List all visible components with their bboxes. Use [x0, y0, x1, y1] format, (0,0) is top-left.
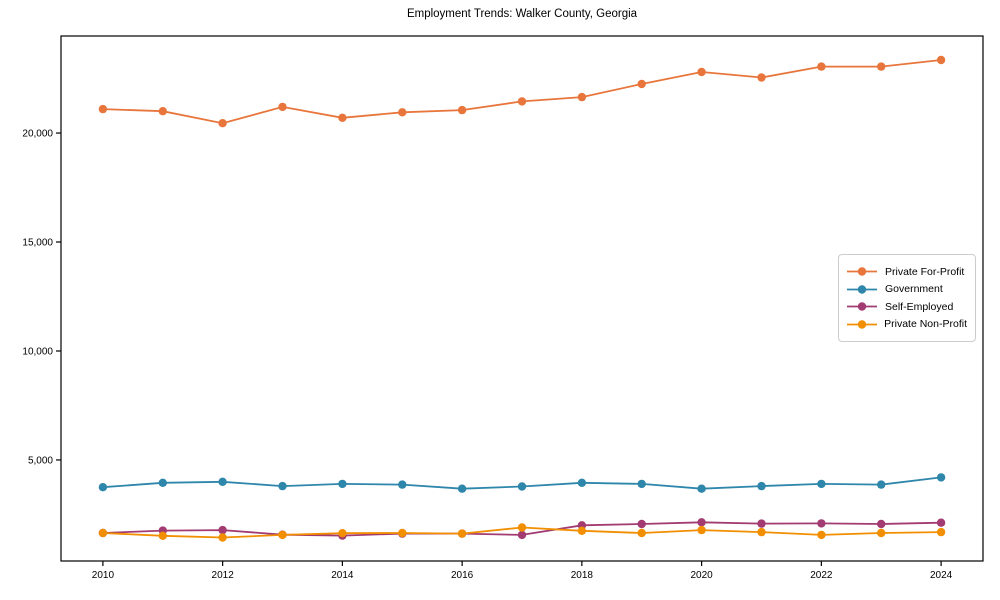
legend-label-self-employed: Self-Employed — [885, 300, 954, 313]
marker-private-non-profit-2012 — [218, 533, 227, 542]
marker-private-non-profit-2022 — [817, 530, 826, 540]
marker-private-non-profit-2011 — [158, 531, 167, 540]
legend-label-private-non-profit: Private Non-Profit — [884, 318, 967, 331]
x-axis-tick-label: 2016 — [451, 570, 474, 581]
legend-line-marker-icon — [847, 320, 877, 329]
marker-private-for-profit-2020 — [697, 67, 706, 77]
y-axis-tick-label: 15,000 — [22, 238, 53, 249]
x-axis-tick-label: 2018 — [571, 570, 594, 581]
legend-line-marker-icon — [847, 302, 877, 312]
x-axis-tick-label: 2014 — [331, 570, 354, 581]
marker-government-2017 — [517, 482, 527, 491]
marker-private-for-profit-2015 — [398, 108, 407, 117]
chart-title: Employment Trends: Walker County, Georgi… — [406, 8, 638, 20]
marker-government-2013 — [278, 481, 287, 491]
marker-self-employed-2024 — [936, 518, 946, 527]
marker-self-employed-2022 — [817, 519, 826, 528]
marker-government-2016 — [457, 484, 467, 493]
marker-private-non-profit-2019 — [637, 528, 646, 538]
marker-private-for-profit-2024 — [936, 55, 946, 65]
line-private-for-profit — [102, 59, 942, 125]
legend-item-self-employed: Self-Employed — [846, 299, 967, 314]
marker-private-for-profit-2010 — [98, 104, 108, 114]
x-axis-tick-label: 2024 — [930, 570, 953, 581]
marker-self-employed-2020 — [697, 518, 706, 527]
marker-government-2023 — [877, 480, 886, 489]
x-axis-tick-label: 2022 — [810, 570, 833, 581]
marker-private-non-profit-2015 — [398, 528, 407, 538]
marker-self-employed-2023 — [877, 519, 886, 529]
marker-private-for-profit-2018 — [577, 92, 587, 102]
legend-line-marker-icon — [847, 284, 877, 294]
marker-private-non-profit-2024 — [936, 527, 946, 537]
marker-government-2012 — [218, 477, 227, 486]
marker-government-2020 — [697, 484, 706, 493]
x-axis-tick-label: 2020 — [690, 570, 713, 581]
marker-government-2014 — [338, 479, 347, 489]
marker-government-2010 — [98, 483, 108, 492]
marker-private-for-profit-2016 — [457, 105, 467, 115]
marker-self-employed-2012 — [218, 525, 227, 535]
marker-private-non-profit-2023 — [877, 528, 886, 538]
marker-self-employed-2021 — [757, 519, 766, 528]
marker-private-for-profit-2011 — [158, 107, 167, 116]
y-axis-tick-label: 10,000 — [22, 346, 53, 357]
marker-self-employed-2019 — [637, 519, 646, 529]
marker-government-2018 — [577, 478, 587, 487]
y-axis-tick-label: 5,000 — [28, 455, 53, 466]
marker-private-non-profit-2013 — [278, 530, 287, 540]
marker-private-for-profit-2019 — [637, 79, 646, 89]
legend-item-private-for-profit: Private For-Profit — [846, 264, 967, 279]
y-axis-tick-label: 20,000 — [22, 129, 53, 140]
marker-private-non-profit-2014 — [338, 529, 347, 538]
legend-item-government: Government — [846, 282, 967, 297]
x-axis-tick-label: 2010 — [92, 570, 115, 581]
marker-private-non-profit-2016 — [457, 529, 467, 538]
marker-private-non-profit-2010 — [98, 528, 108, 538]
marker-private-for-profit-2013 — [278, 102, 287, 112]
marker-private-for-profit-2023 — [877, 62, 886, 71]
marker-self-employed-2017 — [517, 530, 527, 540]
legend-label-government: Government — [885, 283, 943, 296]
marker-government-2015 — [398, 480, 407, 489]
marker-government-2022 — [817, 479, 826, 489]
marker-private-for-profit-2021 — [757, 73, 766, 82]
chart-legend: Private For-Profit Government Self-Emplo… — [838, 254, 976, 342]
marker-private-for-profit-2014 — [338, 113, 347, 123]
legend-item-private-non-profit: Private Non-Profit — [846, 317, 967, 332]
x-axis-tick-label: 2012 — [212, 570, 235, 581]
marker-private-non-profit-2018 — [577, 526, 587, 535]
marker-government-2011 — [158, 478, 167, 487]
marker-private-non-profit-2020 — [697, 525, 706, 535]
marker-government-2024 — [936, 473, 946, 482]
marker-private-for-profit-2022 — [817, 62, 826, 71]
legend-line-marker-icon — [847, 267, 877, 276]
legend-label-private-for-profit: Private For-Profit — [885, 265, 965, 278]
marker-private-for-profit-2012 — [218, 119, 227, 128]
marker-private-non-profit-2021 — [757, 527, 766, 537]
marker-private-non-profit-2017 — [517, 523, 527, 532]
marker-private-for-profit-2017 — [517, 97, 527, 106]
plot-border — [60, 35, 984, 562]
marker-government-2021 — [757, 481, 766, 491]
marker-government-2019 — [637, 479, 646, 489]
